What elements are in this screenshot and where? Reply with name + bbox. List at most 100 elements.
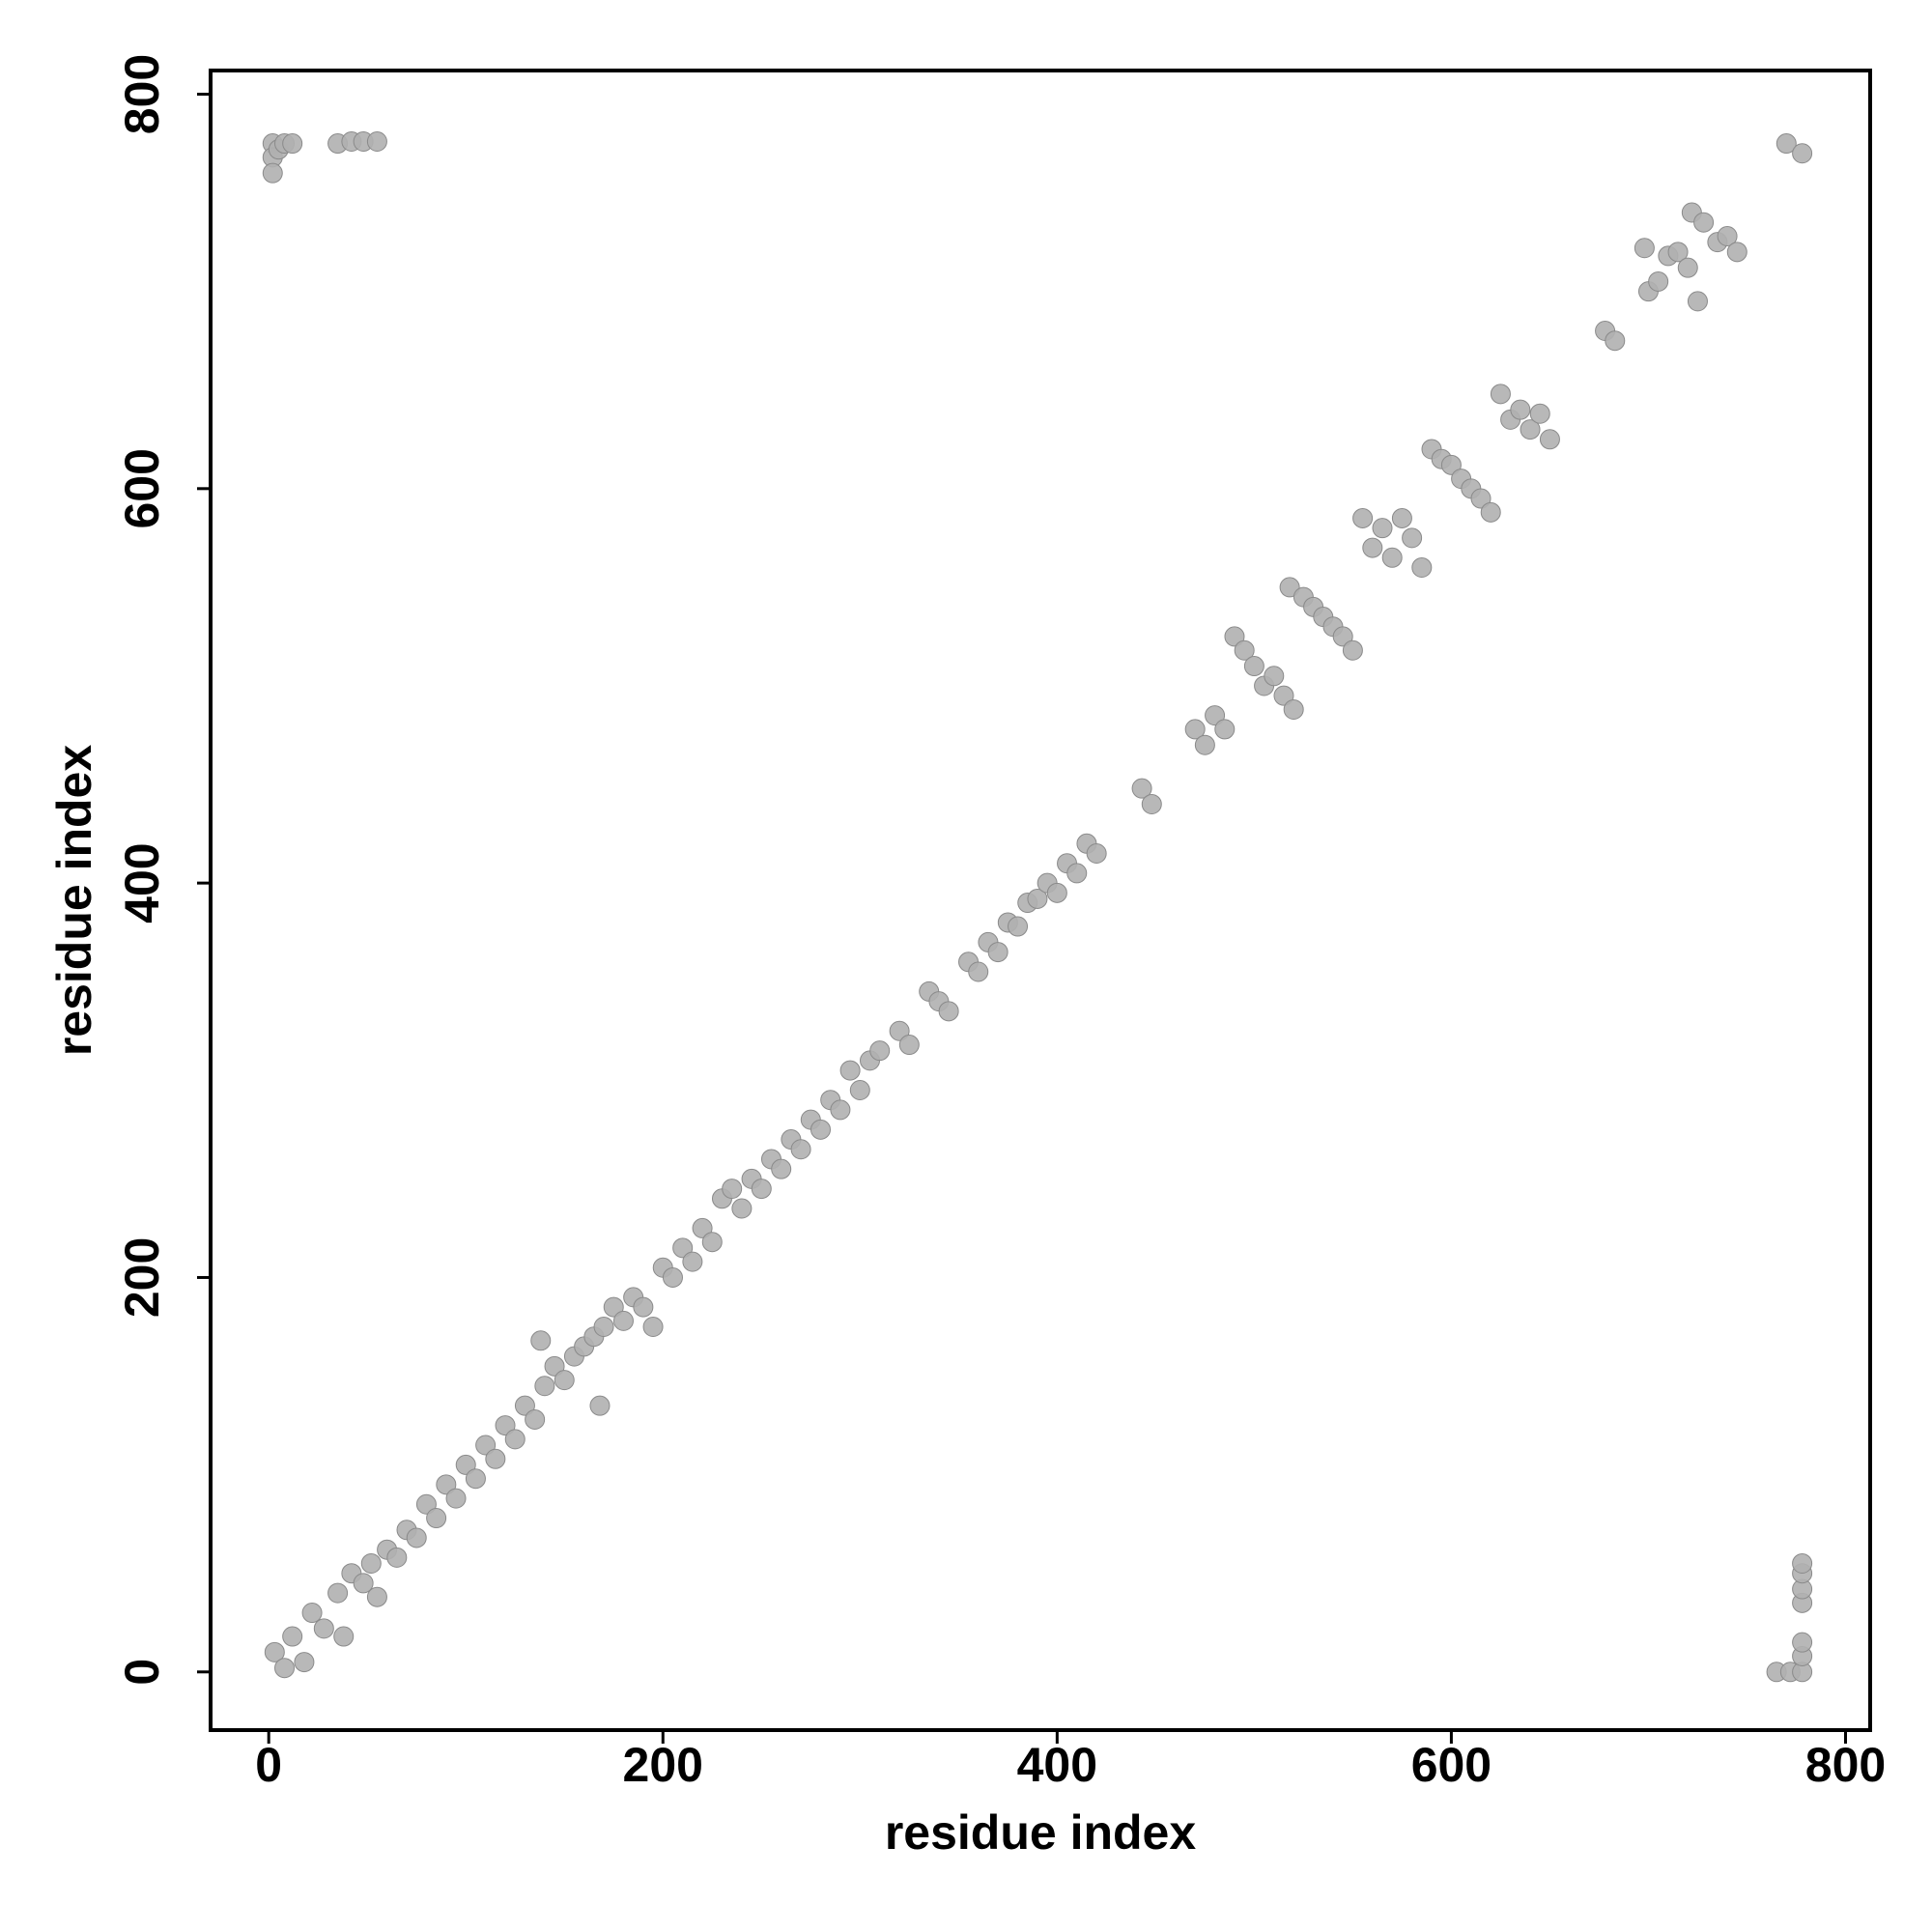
point (426, 1508, 447, 1529)
point (534, 1376, 555, 1397)
y-axis-label: residue index (47, 745, 101, 1057)
point (514, 1395, 535, 1416)
point (701, 1232, 723, 1253)
point (1529, 403, 1550, 424)
point (544, 1355, 565, 1377)
point (530, 1330, 552, 1351)
y-tick-label: 800 (115, 54, 169, 134)
point (898, 1035, 920, 1056)
point (1352, 507, 1374, 528)
point (589, 1395, 611, 1416)
point (1776, 133, 1797, 155)
point (386, 1547, 408, 1568)
point (313, 1618, 334, 1639)
point (593, 1316, 614, 1337)
y-tick-label: 0 (115, 1659, 169, 1686)
point (751, 1179, 772, 1200)
point (1411, 556, 1433, 578)
point (1510, 399, 1531, 420)
point (968, 961, 989, 982)
point (1008, 916, 1029, 937)
point (1342, 639, 1363, 661)
point (771, 1158, 792, 1179)
point (465, 1468, 486, 1490)
y-tick-label: 400 (115, 842, 169, 923)
point (366, 1586, 387, 1607)
point (495, 1415, 516, 1436)
point (692, 1217, 713, 1238)
point (1234, 639, 1255, 661)
point (1402, 527, 1423, 549)
point (839, 1060, 861, 1081)
point (612, 1310, 634, 1331)
point (301, 1603, 323, 1624)
x-tick-label: 600 (1411, 1738, 1492, 1792)
point (1372, 518, 1393, 539)
point (1283, 698, 1304, 720)
point (889, 1020, 910, 1041)
point (1539, 429, 1560, 450)
point (1470, 488, 1492, 509)
point (333, 1626, 355, 1647)
point (1490, 384, 1511, 405)
point (830, 1099, 851, 1121)
point (1205, 705, 1226, 726)
point (1332, 626, 1353, 647)
point (603, 1296, 624, 1318)
point (1440, 454, 1462, 475)
point (1667, 242, 1689, 263)
point (294, 1652, 315, 1673)
point (1131, 778, 1152, 799)
point (445, 1488, 467, 1509)
point (1634, 238, 1655, 259)
point (360, 1552, 382, 1574)
point (1520, 419, 1541, 440)
point (731, 1198, 753, 1219)
point (849, 1080, 870, 1101)
point (327, 1582, 349, 1604)
point (282, 133, 303, 155)
point (415, 1493, 437, 1515)
y-tick-label: 600 (115, 448, 169, 528)
point (1086, 843, 1107, 865)
point (1194, 734, 1215, 755)
point (1792, 143, 1813, 164)
point (1717, 225, 1738, 246)
point (1391, 507, 1412, 528)
x-axis-label: residue index (885, 1805, 1197, 1860)
point (987, 942, 1009, 963)
point (1224, 626, 1245, 647)
point (1687, 291, 1708, 312)
point (406, 1527, 427, 1548)
point (366, 130, 387, 152)
point (1243, 656, 1264, 677)
point (485, 1448, 506, 1469)
point (262, 162, 283, 184)
point (1792, 1552, 1813, 1574)
point (1362, 537, 1383, 558)
point (1726, 242, 1747, 263)
point (1381, 547, 1403, 568)
point (1792, 1632, 1813, 1653)
point (672, 1237, 694, 1259)
x-tick-label: 200 (623, 1738, 703, 1792)
point (504, 1429, 526, 1450)
point (1480, 501, 1501, 523)
plot-frame (209, 69, 1872, 1732)
y-tick-label: 200 (115, 1237, 169, 1318)
point (264, 1641, 285, 1662)
point (274, 1658, 296, 1679)
point (633, 1296, 654, 1318)
point (475, 1435, 497, 1456)
point (662, 1266, 683, 1288)
point (1693, 212, 1715, 233)
point (455, 1454, 476, 1475)
point (1264, 666, 1285, 687)
point (554, 1370, 575, 1391)
point (1046, 882, 1067, 903)
point (642, 1316, 664, 1337)
point (436, 1474, 457, 1495)
point (1273, 685, 1294, 706)
x-tick-label: 800 (1805, 1738, 1886, 1792)
point (353, 1573, 374, 1594)
